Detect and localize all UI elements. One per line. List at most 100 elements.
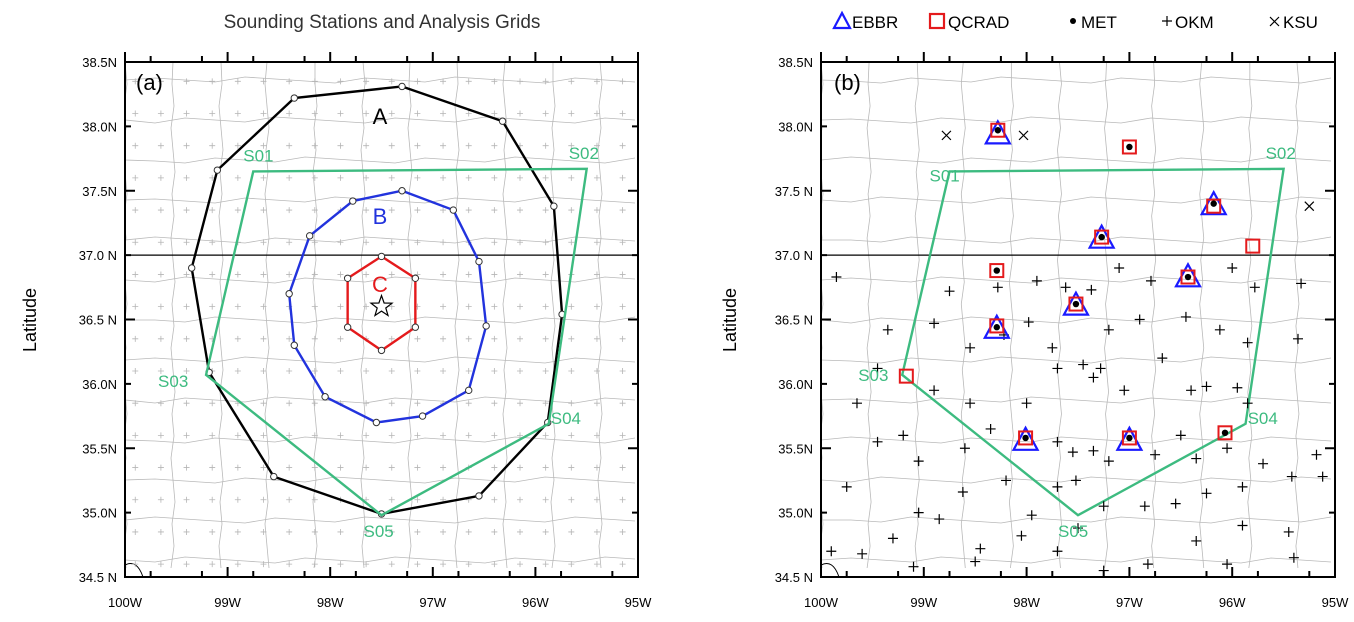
grid-point	[183, 432, 190, 439]
grid-point	[311, 561, 318, 568]
grid-point	[286, 432, 293, 439]
grid-point	[209, 78, 216, 85]
legend: EBBR QCRAD MET OKM KSU	[832, 10, 1318, 32]
okm-marker	[944, 286, 955, 297]
station-label-s01: S01	[243, 146, 273, 165]
grid-point	[517, 400, 524, 407]
okm-marker	[985, 423, 996, 434]
okm-marker	[1142, 559, 1153, 570]
grid-point	[311, 335, 318, 342]
grid-point	[465, 335, 472, 342]
grid-point	[234, 464, 241, 471]
grid-point	[619, 528, 626, 535]
okm-marker	[957, 487, 968, 498]
grid-point	[593, 271, 600, 278]
grid-point	[337, 78, 344, 85]
ring-b-vertex	[475, 257, 483, 266]
grid-point	[465, 561, 472, 568]
grid-point	[337, 464, 344, 471]
grid-point	[517, 303, 524, 310]
ring-b-vertex	[321, 393, 329, 401]
legend-okm-label: OKM	[1175, 13, 1214, 32]
grid-point	[542, 464, 549, 471]
grid-point	[311, 78, 318, 85]
grid-point	[132, 207, 139, 214]
met-marker	[1210, 200, 1217, 207]
grid-point	[440, 271, 447, 278]
grid-point	[440, 207, 447, 214]
grid-point	[517, 335, 524, 342]
grid-point	[209, 110, 216, 117]
okm-marker	[1086, 284, 1097, 295]
grid-point	[542, 78, 549, 85]
grid-point	[593, 239, 600, 246]
grid-point	[363, 303, 370, 310]
grid-point	[157, 239, 164, 246]
grid-point	[234, 561, 241, 568]
ring-a-vertex	[398, 82, 406, 91]
grid-point	[465, 528, 472, 535]
grid-point	[183, 271, 190, 278]
grid-point	[157, 78, 164, 85]
station-label-s03: S03	[158, 372, 188, 391]
okm-marker	[1222, 559, 1233, 570]
grid-point	[209, 464, 216, 471]
grid-point	[619, 142, 626, 149]
grid-point	[183, 400, 190, 407]
okm-marker	[1170, 498, 1181, 509]
grid-point	[440, 142, 447, 149]
grid-point	[286, 239, 293, 246]
okm-marker	[872, 436, 883, 447]
grid-point	[440, 110, 447, 117]
okm-marker	[872, 363, 883, 374]
grid-point	[311, 239, 318, 246]
okm-marker	[1175, 430, 1186, 441]
y-tick-label: 36.5 N	[775, 313, 813, 328]
grid-point	[234, 496, 241, 503]
met-stations	[993, 127, 1229, 442]
grid-point	[260, 303, 267, 310]
center-star-icon	[369, 293, 394, 317]
grid-point	[491, 174, 498, 181]
grid-point	[388, 142, 395, 149]
grid-point	[465, 432, 472, 439]
grid-point	[363, 271, 370, 278]
grid-point	[132, 78, 139, 85]
grid-point	[491, 207, 498, 214]
grid-label-b: B	[373, 204, 388, 229]
okm-marker	[1026, 510, 1037, 521]
grid-point	[414, 335, 421, 342]
grid-point	[337, 561, 344, 568]
grid-point	[183, 207, 190, 214]
grid-point	[260, 368, 267, 374]
grid-point	[260, 78, 267, 85]
grid-point	[388, 464, 395, 471]
grid-point	[234, 78, 241, 85]
grid-point	[388, 335, 395, 342]
okm-marker	[1237, 481, 1248, 492]
x-tick-label: 97W	[1116, 595, 1143, 610]
grid-point	[183, 110, 190, 117]
grid-point	[542, 496, 549, 503]
grid-point	[363, 78, 370, 85]
okm-marker	[929, 318, 940, 329]
grid-point	[414, 400, 421, 407]
grid-point	[311, 110, 318, 117]
sounding-polygon-a	[204, 167, 589, 517]
y-tick-label: 38.0N	[778, 119, 813, 134]
okm-stations	[826, 263, 1328, 576]
grid-point	[260, 271, 267, 278]
grid-point	[234, 432, 241, 439]
grid-point	[542, 174, 549, 181]
grid-point	[363, 239, 370, 246]
met-marker	[1221, 429, 1229, 436]
grid-point	[542, 239, 549, 246]
grid-point	[183, 368, 190, 374]
okm-marker	[965, 342, 976, 353]
grid-point	[337, 528, 344, 535]
sounding-polygon	[900, 167, 1285, 517]
grid-point	[286, 271, 293, 278]
ring-b-vertex	[305, 232, 314, 240]
panel-a-map: Sounding Stations and Analysis Grids Lat…	[20, 12, 652, 610]
okm-marker	[1114, 263, 1125, 273]
